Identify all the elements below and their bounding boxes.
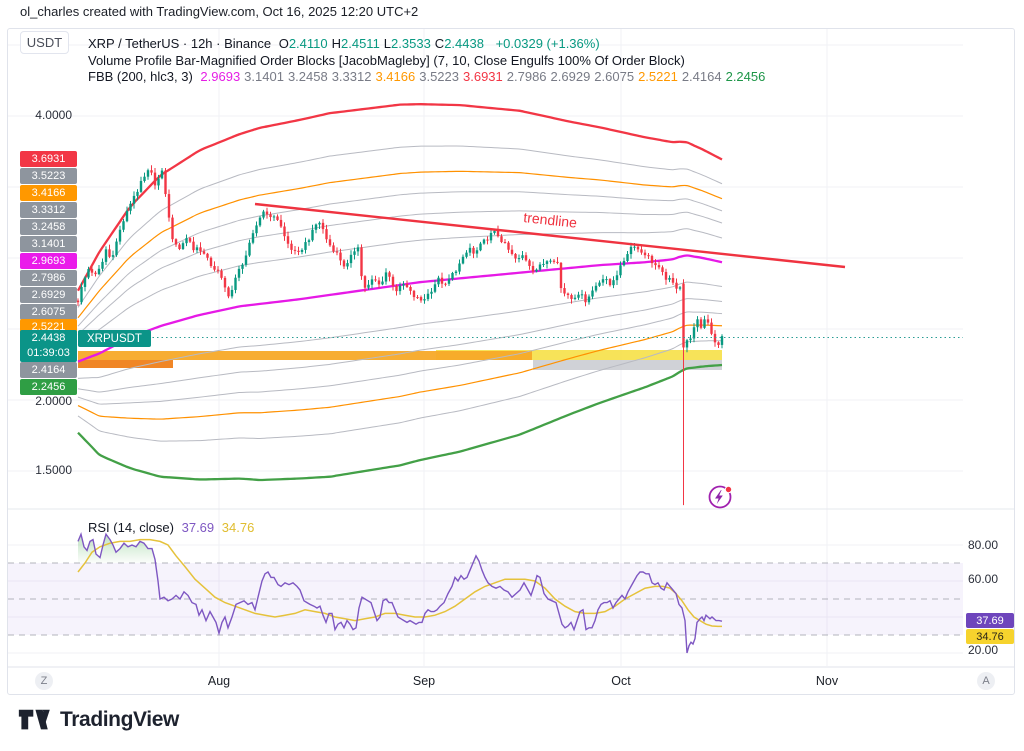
ohlc-label: C bbox=[434, 36, 445, 51]
fbb-value: 3.2458 bbox=[287, 69, 328, 84]
rsi-value-badge: 37.69 bbox=[966, 613, 1014, 628]
fbb-value: 2.6075 bbox=[594, 69, 635, 84]
ohlc-value: 2.4110 bbox=[288, 36, 328, 51]
rsi-legend-row[interactable]: RSI (14, close) 37.69 34.76 bbox=[88, 520, 258, 535]
price-level-badge: 2.4164 bbox=[20, 362, 77, 378]
currency-toggle-button[interactable]: USDT bbox=[20, 31, 69, 54]
rsi-ma-value: 34.76 bbox=[221, 520, 255, 535]
ohlc-value: 2.3533 bbox=[391, 36, 431, 51]
rsi-axis-label: 60.00 bbox=[968, 572, 999, 586]
current-price-badge: 2.4438 01:39:03 bbox=[20, 330, 77, 362]
fbb-value: 3.4166 bbox=[375, 69, 416, 84]
tradingview-logo-text: TradingView bbox=[60, 708, 179, 731]
fbb-value: 2.7986 bbox=[506, 69, 547, 84]
current-price-value: 2.4438 bbox=[31, 332, 66, 344]
fbb-value: 2.9693 bbox=[200, 69, 241, 84]
fbb-values: 2.9693 3.1401 3.2458 3.3312 3.4166 3.5223 3.69… bbox=[200, 69, 769, 84]
time-axis-edge-button[interactable]: Z bbox=[35, 672, 53, 690]
price-level-badge: 3.2458 bbox=[20, 219, 77, 235]
fbb-value: 2.2456 bbox=[725, 69, 766, 84]
flash-crash-event-icon[interactable] bbox=[708, 485, 733, 509]
trendline-label[interactable]: trendline bbox=[523, 209, 578, 231]
price-level-badge: 2.6929 bbox=[20, 287, 77, 303]
rsi-value-badge: 34.76 bbox=[966, 629, 1014, 644]
price-level-badge: 3.4166 bbox=[20, 185, 77, 201]
price-level-badge: 3.3312 bbox=[20, 202, 77, 218]
ohlc-values: O2.4110 H2.4511 L2.3533 C2.4438 bbox=[279, 36, 488, 51]
price-level-badge: 3.6931 bbox=[20, 151, 77, 167]
fbb-value: 2.5221 bbox=[638, 69, 678, 84]
fbb-title: FBB (200, hlc3, 3) bbox=[88, 69, 193, 84]
change-value: +0.0329 (+1.36%) bbox=[495, 36, 600, 51]
rsi-title: RSI (14, close) bbox=[88, 520, 174, 535]
price-axis-label: 4.0000 bbox=[35, 108, 72, 122]
ohlc-value: 2.4511 bbox=[341, 36, 380, 51]
price-axis-label: 2.0000 bbox=[35, 394, 72, 408]
time-axis-edge-button[interactable]: A bbox=[977, 672, 995, 690]
price-level-badge: 3.5223 bbox=[20, 168, 77, 184]
fbb-value: 3.5223 bbox=[419, 69, 459, 84]
time-axis-label[interactable]: Sep bbox=[412, 674, 436, 688]
ohlc-label: H bbox=[331, 36, 341, 51]
price-level-badge: 3.1401 bbox=[20, 236, 77, 252]
ohlc-value: 2.4438 bbox=[444, 36, 484, 51]
time-axis-label[interactable]: Nov bbox=[815, 674, 839, 688]
symbol-legend-row[interactable]: XRP / TetherUS · 12h · Binance O2.4110 H2… bbox=[88, 36, 604, 51]
symbol-price-flag: XRPUSDT bbox=[78, 330, 151, 347]
price-level-badge: 2.7986 bbox=[20, 270, 77, 286]
tradingview-logo-icon bbox=[18, 709, 50, 730]
price-level-badge: 2.9693 bbox=[20, 253, 77, 269]
fbb-value: 3.1401 bbox=[244, 69, 284, 84]
attribution-text: ol_charles created with TradingView.com,… bbox=[20, 4, 419, 19]
fbb-value: 2.4164 bbox=[681, 69, 722, 84]
rsi-value: 37.69 bbox=[181, 520, 215, 535]
fbb-value: 2.6929 bbox=[550, 69, 591, 84]
time-axis-label[interactable]: Oct bbox=[611, 674, 631, 688]
fbb-value: 3.6931 bbox=[463, 69, 503, 84]
bar-countdown: 01:39:03 bbox=[27, 347, 70, 359]
rsi-axis-label: 80.00 bbox=[968, 538, 999, 552]
tradingview-logo[interactable]: TradingView bbox=[18, 707, 179, 733]
fbb-value: 3.3312 bbox=[331, 69, 372, 84]
price-axis-label: 1.5000 bbox=[35, 463, 72, 477]
price-level-badge: 2.6075 bbox=[20, 304, 77, 320]
volume-profile-legend-row[interactable]: Volume Profile Bar-Magnified Order Block… bbox=[88, 53, 685, 68]
price-level-badge: 2.2456 bbox=[20, 379, 77, 395]
rsi-axis-label: 20.00 bbox=[968, 643, 999, 657]
ohlc-label: O bbox=[278, 36, 289, 51]
symbol-title: XRP / TetherUS · 12h · Binance bbox=[88, 36, 272, 51]
chart-frame bbox=[7, 28, 1015, 695]
ohlc-label: L bbox=[383, 36, 392, 51]
time-axis-label[interactable]: Aug bbox=[207, 674, 231, 688]
fbb-legend-row[interactable]: FBB (200, hlc3, 3) 2.9693 3.1401 3.2458 3.3… bbox=[88, 69, 773, 84]
